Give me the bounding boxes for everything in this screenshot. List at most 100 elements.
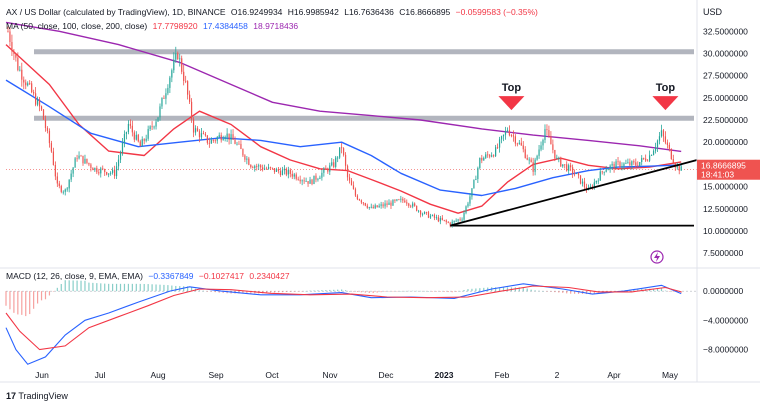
lightning-bolt	[654, 252, 660, 262]
candle-body	[76, 158, 78, 160]
tradingview-logo[interactable]: 17 TradingView	[6, 391, 68, 401]
candle-body	[339, 147, 341, 158]
price-badge-countdown: 18:41:03	[701, 170, 734, 180]
candle	[534, 157, 536, 176]
candle-body	[374, 205, 376, 209]
candle-body	[29, 83, 31, 85]
macd-histogram-bar	[313, 290, 315, 292]
candle-body	[21, 69, 23, 80]
candle	[445, 219, 447, 225]
macd-histogram-bar	[443, 291, 445, 292]
candle	[595, 180, 597, 185]
signal-value: −0.1027417	[198, 271, 245, 281]
macd-histogram-bar	[187, 286, 189, 292]
macd-histogram-bar	[546, 291, 548, 292]
candle-body	[652, 150, 655, 156]
candle	[660, 124, 663, 138]
candle-body	[473, 180, 475, 189]
candle-body	[352, 185, 355, 190]
candle-body	[279, 171, 282, 176]
candle	[538, 145, 540, 159]
candle	[58, 180, 60, 189]
candle	[208, 137, 210, 148]
candle	[666, 139, 668, 149]
macd-histogram-bar	[396, 291, 398, 292]
candle-body	[498, 139, 501, 148]
candle	[117, 155, 120, 171]
macd-histogram-bar	[190, 287, 193, 292]
macd-histogram-bar	[305, 290, 307, 292]
candle-body	[246, 158, 248, 160]
candle	[137, 133, 139, 143]
candle-body	[84, 158, 86, 164]
candle	[380, 201, 382, 209]
candle	[530, 157, 532, 163]
candle	[303, 177, 305, 184]
candle	[204, 131, 207, 137]
candle	[615, 159, 617, 169]
macd-histogram-bar	[435, 291, 437, 292]
candle-body	[161, 97, 163, 107]
candle-body	[56, 176, 58, 184]
histogram-value: 0.2340427	[249, 271, 290, 281]
candle-body	[72, 167, 74, 174]
close-value: C16.8666895	[399, 7, 451, 17]
candle	[441, 215, 443, 221]
macd-histogram-bar	[269, 291, 272, 293]
candle-body	[390, 202, 392, 206]
signal-line	[5, 285, 682, 351]
candle-body	[127, 123, 130, 133]
candle-body	[232, 134, 234, 140]
candle	[611, 161, 613, 171]
macd-histogram-bar	[92, 282, 94, 292]
candle-body	[344, 154, 347, 166]
candle-body	[514, 136, 516, 144]
time-tick: Sep	[208, 370, 223, 380]
macd-histogram-bar	[277, 291, 280, 293]
macd-histogram-bar	[76, 280, 78, 292]
candle-body	[581, 181, 584, 184]
time-tick: Dec	[378, 370, 394, 380]
candle	[516, 142, 518, 147]
candle	[603, 171, 605, 176]
candle	[435, 214, 438, 220]
candle	[627, 158, 629, 164]
candle	[305, 177, 307, 182]
macd-histogram-bar	[420, 290, 422, 292]
macd-histogram-bar	[672, 291, 674, 292]
macd-histogram-bar	[17, 291, 19, 315]
candle-body	[283, 168, 285, 171]
candle-body	[487, 154, 489, 156]
candle-body	[368, 207, 370, 208]
candle	[96, 165, 98, 175]
candle-body	[386, 203, 388, 205]
candle-body	[147, 129, 149, 139]
time-tick: Jun	[35, 370, 49, 380]
candle-body	[577, 173, 580, 176]
candle-body	[66, 188, 68, 190]
candle-body	[678, 164, 680, 171]
candle-body	[362, 202, 364, 204]
candle-body	[376, 205, 378, 208]
candle	[277, 167, 280, 174]
candle	[540, 141, 542, 152]
time-tick: 2	[555, 370, 560, 380]
candle	[491, 152, 493, 158]
macd-histogram-bar	[333, 289, 335, 292]
candle	[147, 125, 149, 141]
candle	[177, 51, 179, 61]
candle-body	[327, 169, 329, 172]
candle	[56, 172, 58, 187]
candle	[279, 167, 282, 177]
macd-histogram-bar	[135, 283, 137, 292]
candle	[135, 131, 137, 141]
candle	[265, 166, 268, 170]
candle	[368, 206, 370, 210]
candle-body	[384, 203, 386, 207]
candle-body	[185, 80, 187, 82]
candle-body	[607, 169, 609, 171]
candle	[214, 139, 216, 144]
candle-body	[119, 153, 122, 160]
price-tick: 32.5000000	[703, 26, 748, 36]
